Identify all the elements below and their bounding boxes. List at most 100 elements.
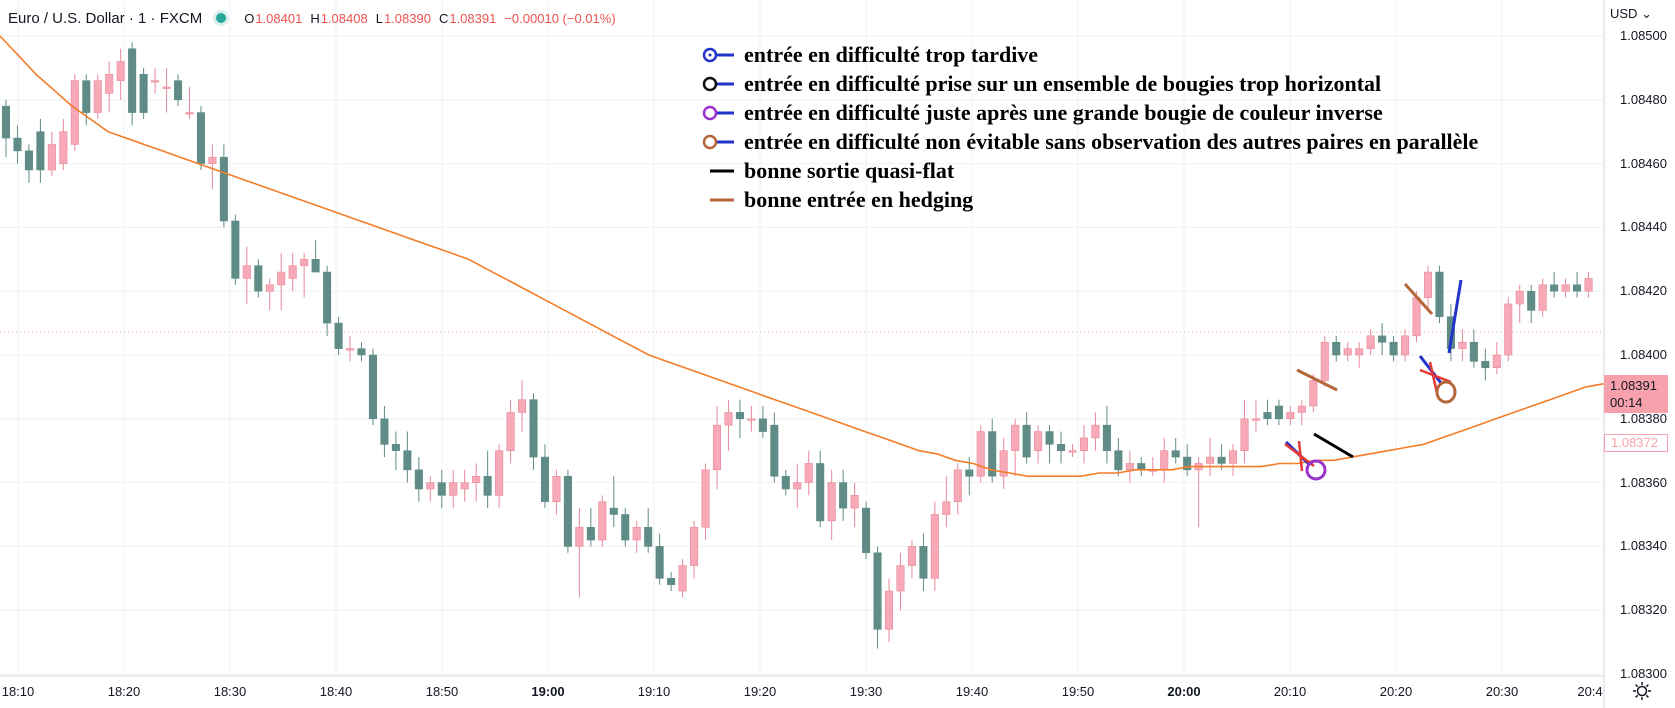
hedging-entry-line[interactable] [1296,368,1338,392]
cross-mark-1b[interactable] [1297,440,1304,472]
candle-body [1263,412,1272,420]
price-tick-label: 1.08340 [1620,538,1667,554]
currency-selector[interactable]: USD ⌄ [1610,6,1652,21]
candle-body [1022,424,1031,458]
candle-body [839,482,848,509]
price-tick-label: 1.08360 [1620,474,1667,490]
legend-item: bonne entrée en hedging [700,185,1478,214]
ohlc-low: L1.08390 [375,10,431,26]
candle-body [1538,284,1547,311]
candle-body [483,475,492,496]
candle-body [1355,348,1364,356]
legend-label: entrée en difficulté non évitable sans o… [744,128,1479,154]
candle-body [82,80,91,113]
price-tick-label: 1.08500 [1620,28,1667,43]
candle-body [735,412,744,420]
candle-body [1481,361,1490,369]
cross-mark-2b[interactable] [1428,361,1439,394]
candle-body [1389,341,1398,356]
candle-body [495,450,504,496]
candle-body [196,112,205,164]
candle-body [380,418,389,445]
candle-body [678,565,687,592]
unavoidable-circle[interactable] [1435,380,1457,404]
candle-body [1469,341,1478,362]
candle-body [518,399,527,413]
candle-body [930,514,939,579]
symbol-header: Euro / U.S. Dollar · 1 · FXCM O1.08401 H… [8,6,624,30]
candle-body [563,475,572,547]
candle-body [873,552,882,630]
cross-mark-2a[interactable] [1419,368,1452,384]
candle-body [506,412,515,452]
time-tick-label: 19:30 [849,684,883,699]
ohlc-high: H1.08408 [310,10,368,26]
candle-body [575,526,584,547]
candle-body [1240,418,1249,451]
candle-body [437,482,446,496]
purple-circle-icon [702,105,734,120]
time-tick-label: 19:50 [1061,684,1095,699]
candle-body [884,590,894,630]
candle-body [644,526,653,547]
candle-body [690,526,699,566]
candle-body [1045,431,1054,445]
candle-body [988,431,997,477]
candle-body [1435,271,1444,318]
candle-body [804,463,813,483]
time-tick-label: 18:20 [107,684,141,699]
time-tick-label: 18:50 [425,684,459,699]
price-tick-label: 1.08460 [1620,155,1667,171]
candle-body [1527,290,1536,311]
candle-body [781,475,790,490]
candle-body [311,258,320,273]
price-tick-label: 1.08300 [1620,666,1667,681]
inverse-candle-circle[interactable] [1305,459,1327,481]
candle-body [1091,424,1100,439]
candle-body [139,73,148,113]
candle-body [1458,341,1467,349]
candle-body [13,137,22,152]
candle-body [219,156,228,222]
price-tick-label: 1.08320 [1620,602,1667,618]
late-entry-line-2[interactable] [1447,279,1463,354]
user-drawings[interactable] [1284,279,1463,481]
ohlc-close: C1.08391 [438,10,497,26]
candle-body [827,482,836,522]
hedging-entry-line-2[interactable] [1403,282,1434,316]
candle-body [1229,450,1238,464]
candle-body [1297,405,1306,413]
candle-body [403,450,412,471]
candle-body [1,105,11,139]
candle-body [59,131,68,164]
gear-icon[interactable] [1632,681,1652,701]
candle-body [1378,335,1387,343]
candle-body [976,431,985,477]
candle-body [357,348,366,356]
candle-body [105,73,114,94]
candle-body [816,463,825,522]
candle-body [162,86,171,89]
chart-grid [0,0,1604,676]
symbol-title[interactable]: Euro / U.S. Dollar · 1 · FXCM [8,9,203,27]
candle-body [70,80,79,145]
candle-body [368,354,377,420]
candle-body [173,80,183,101]
price-tick-label: 1.08400 [1620,347,1667,362]
time-tick-label: 18:40 [319,684,353,699]
candle-body [24,150,33,171]
candle-body [942,501,951,515]
candle-body [231,220,240,279]
last-price-badge: 1.08391 00:14 [1604,375,1668,413]
market-status-dot[interactable] [216,13,227,23]
legend-item: entrée en difficulté trop tardive [700,40,1478,69]
candle-body [1320,341,1329,381]
candle-body [414,469,423,490]
candle-body [712,424,722,471]
candle-body [724,412,733,426]
candle-body [208,156,217,164]
candle-body [472,475,481,483]
flat-exit-line[interactable] [1313,432,1354,459]
candle-body [300,258,309,266]
